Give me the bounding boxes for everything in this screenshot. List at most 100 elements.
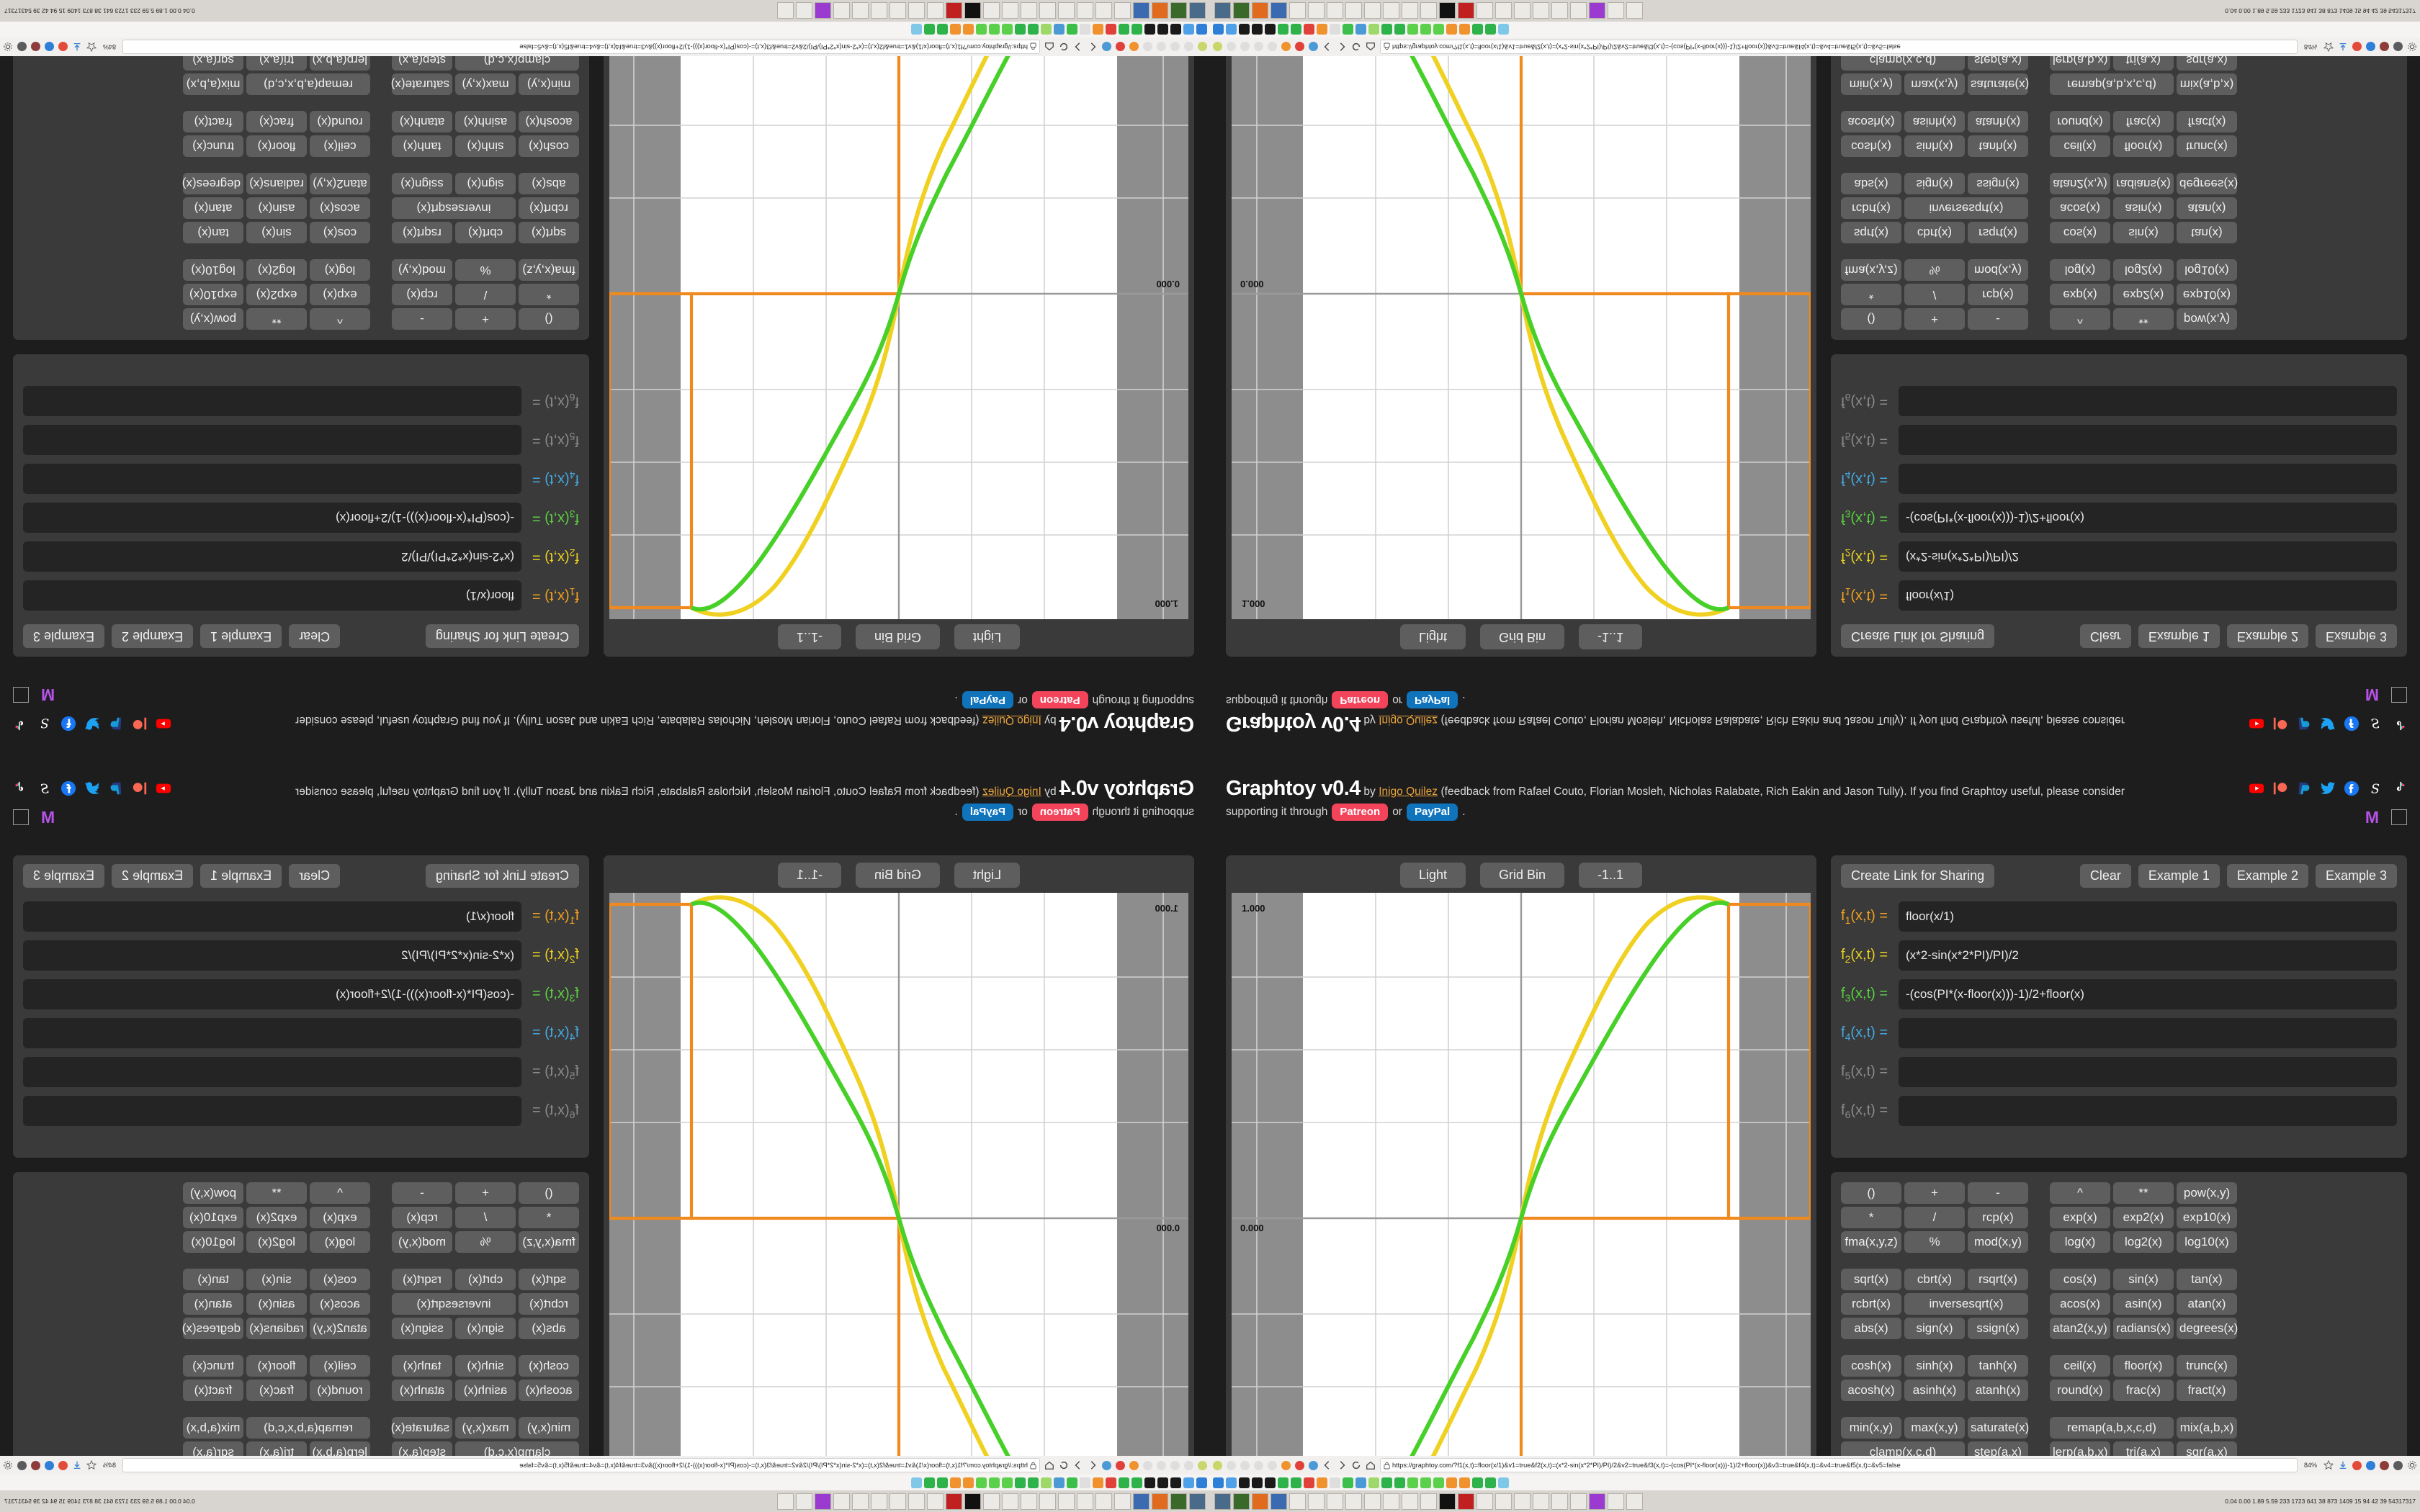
taskbar-icon-20[interactable] xyxy=(833,2,850,19)
bookmark-icon-7[interactable] xyxy=(1291,1477,1301,1488)
taskbar-icon-15[interactable] xyxy=(1476,1493,1493,1510)
patreon-icon[interactable] xyxy=(132,716,148,732)
example-1-button[interactable]: Example 1 xyxy=(2138,624,2220,648)
keypad-button-right-fracx[interactable]: frac(x) xyxy=(246,111,307,132)
taskbar-icon-21[interactable] xyxy=(1589,1493,1605,1510)
bookmark-icon-18[interactable] xyxy=(976,1477,987,1488)
formula-input-6[interactable] xyxy=(1899,1096,2397,1126)
formula-input-1[interactable] xyxy=(23,580,521,611)
keypad-button-left-ssignx[interactable]: ssign(x) xyxy=(392,173,452,194)
keypad-button-left-sinhx[interactable]: sinh(x) xyxy=(1904,135,1965,157)
clear-button[interactable]: Clear xyxy=(289,864,341,888)
tab-icon-5[interactable] xyxy=(1143,42,1152,52)
bookmark-icon-10[interactable] xyxy=(1080,24,1090,35)
keypad-button-left-ssignx[interactable]: ssign(x) xyxy=(1968,173,2028,194)
keypad-button-left-asinhx[interactable]: asinh(x) xyxy=(1904,1380,1965,1401)
taskbar-icon-23[interactable] xyxy=(1626,1493,1643,1510)
taskbar-icon-7[interactable] xyxy=(1077,1493,1093,1510)
download-icon[interactable] xyxy=(72,1460,82,1470)
taskbar-icon-3[interactable] xyxy=(1252,1493,1268,1510)
example-3-button[interactable]: Example 3 xyxy=(23,624,105,648)
taskbar-icon-21[interactable] xyxy=(1589,2,1605,19)
bookmark-icon-9[interactable] xyxy=(1317,1477,1327,1488)
keypad-button-left-ssignx[interactable]: ssign(x) xyxy=(1968,1318,2028,1339)
keypad-button-right-powxy[interactable]: pow(x,y) xyxy=(2177,308,2237,330)
ext-icon-1[interactable] xyxy=(58,42,68,52)
zoom-level[interactable]: 84% xyxy=(2303,1462,2317,1469)
keypad-button-right-exp2x[interactable]: exp2(x) xyxy=(246,284,307,305)
keypad-button-left-[interactable]: % xyxy=(1904,259,1965,281)
patreon-icon[interactable] xyxy=(2272,780,2288,796)
keypad-button-right-remapabxcd[interactable]: remap(a,b,x,c,d) xyxy=(2050,1417,2174,1439)
taskbar-icon-21[interactable] xyxy=(815,2,831,19)
bookmark-icon-6[interactable] xyxy=(1278,1477,1289,1488)
back-arrow-icon[interactable] xyxy=(1322,42,1332,52)
taskbar-icon-18[interactable] xyxy=(1533,1493,1549,1510)
keypad-button-left-tanhx[interactable]: tanh(x) xyxy=(1968,135,2028,157)
bookmark-icon-15[interactable] xyxy=(1394,24,1405,35)
keypad-button-left-absx[interactable]: abs(x) xyxy=(519,173,579,194)
ext-icon-3[interactable] xyxy=(2380,42,2389,52)
taskbar-icon-18[interactable] xyxy=(871,2,887,19)
tiktok-icon[interactable] xyxy=(2391,780,2407,796)
keypad-button-right-log10x[interactable]: log10(x) xyxy=(183,1231,243,1253)
bookmark-icon-11[interactable] xyxy=(1343,1477,1353,1488)
forward-arrow-icon[interactable] xyxy=(1337,1460,1347,1470)
keypad-button-right-atanx[interactable]: atan(x) xyxy=(183,197,243,219)
keypad-button-left-absx[interactable]: abs(x) xyxy=(1841,173,1901,194)
bookmark-icon-21[interactable] xyxy=(937,1477,948,1488)
tiktok-icon[interactable] xyxy=(13,716,29,732)
download-icon[interactable] xyxy=(2338,1460,2348,1470)
author-link[interactable]: Inigo Quilez xyxy=(1379,786,1438,798)
shadertoy-icon[interactable]: S xyxy=(2367,780,2383,796)
bookmark-icon-3[interactable] xyxy=(1239,24,1250,35)
keypad-button-left-cbrtx[interactable]: cbrt(x) xyxy=(455,222,516,243)
keypad-button-left-[interactable]: * xyxy=(519,1207,579,1228)
keypad-button-right-floorx[interactable]: floor(x) xyxy=(246,1355,307,1377)
taskbar-icon-15[interactable] xyxy=(927,1493,944,1510)
formula-input-2[interactable] xyxy=(1899,940,2397,971)
keypad-button-right-roundx[interactable]: round(x) xyxy=(310,1380,370,1401)
formula-label-6[interactable]: f6(x,t) = xyxy=(532,1102,579,1120)
star-icon[interactable] xyxy=(2323,1460,2334,1470)
keypad-button-left-saturatex[interactable]: saturate(x) xyxy=(391,73,452,95)
tab-icon-4[interactable] xyxy=(1254,42,1263,52)
keypad-button-left-[interactable]: () xyxy=(519,1182,579,1204)
keypad-button-left-minxy[interactable]: min(x,y) xyxy=(1841,73,1901,95)
bookmark-icon-6[interactable] xyxy=(1278,24,1289,35)
keypad-button-right-acosx[interactable]: acos(x) xyxy=(310,197,370,219)
keypad-button-right-logx[interactable]: log(x) xyxy=(2050,1231,2110,1253)
bookmark-icon-13[interactable] xyxy=(1368,1477,1379,1488)
keypad-button-left-[interactable]: - xyxy=(392,308,452,330)
example-3-button[interactable]: Example 3 xyxy=(2315,864,2397,888)
keypad-button-right-mixabx[interactable]: mix(a,b,x) xyxy=(183,1417,243,1439)
bookmark-icon-20[interactable] xyxy=(1459,1477,1470,1488)
bookmark-icon-1[interactable] xyxy=(1196,1477,1207,1488)
tab-icon-3[interactable] xyxy=(1170,1460,1180,1470)
keypad-button-right-degreesx[interactable]: degrees(x) xyxy=(182,1318,243,1339)
keypad-button-right-roundx[interactable]: round(x) xyxy=(310,111,370,132)
taskbar-icon-20[interactable] xyxy=(1570,2,1587,19)
bookmark-icon-17[interactable] xyxy=(1420,24,1431,35)
bookmark-icon-2[interactable] xyxy=(1226,1477,1237,1488)
keypad-button-right-atan2xy[interactable]: atan2(x,y) xyxy=(2050,173,2110,194)
keypad-button-left-[interactable]: + xyxy=(1904,308,1965,330)
taskbar-icon-4[interactable] xyxy=(1133,2,1150,19)
keypad-button-left-modxy[interactable]: mod(x,y) xyxy=(392,259,452,281)
bookmark-icon-1[interactable] xyxy=(1213,24,1224,35)
keypad-button-left-rcpx[interactable]: rcp(x) xyxy=(1968,284,2028,305)
keypad-button-left-maxxy[interactable]: max(x,y) xyxy=(455,1417,516,1439)
youtube-icon[interactable] xyxy=(2249,780,2264,796)
bookmark-icon-15[interactable] xyxy=(1394,1477,1405,1488)
zoom-level[interactable]: 84% xyxy=(103,1462,117,1469)
bookmark-icon-11[interactable] xyxy=(1343,24,1353,35)
keypad-button-left-saturatex[interactable]: saturate(x) xyxy=(1968,73,2029,95)
twitter-icon[interactable] xyxy=(2320,780,2336,796)
ext-icon-4[interactable] xyxy=(2393,42,2403,52)
keypad-button-left-rsqrtx[interactable]: rsqrt(x) xyxy=(1968,1269,2028,1290)
taskbar-icon-4[interactable] xyxy=(1133,1493,1150,1510)
keypad-button-right-fractx[interactable]: fract(x) xyxy=(2177,1380,2237,1401)
keypad-button-left-maxxy[interactable]: max(x,y) xyxy=(1904,1417,1965,1439)
bookmark-icon-19[interactable] xyxy=(1446,1477,1457,1488)
formula-input-3[interactable] xyxy=(1899,979,2397,1009)
